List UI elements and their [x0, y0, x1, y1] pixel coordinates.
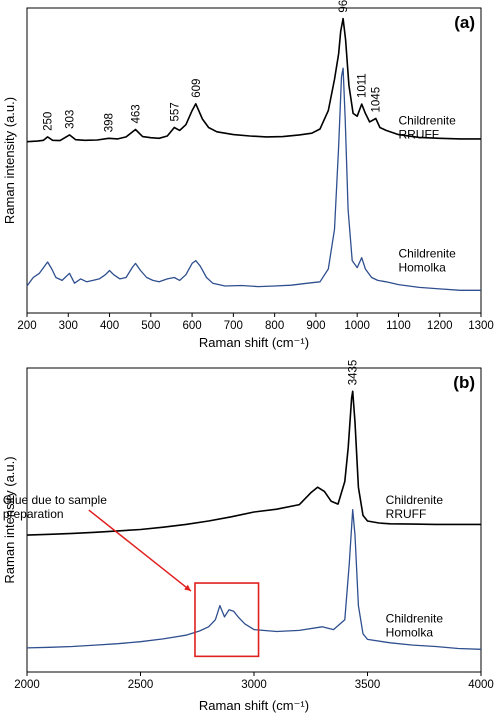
- peak-label: 1045: [371, 87, 383, 113]
- x-tick-label: 900: [306, 320, 325, 332]
- peak-label: 557: [169, 102, 181, 121]
- x-tick-label: 600: [182, 320, 201, 332]
- glue-annotation-line2: preparation: [3, 507, 64, 521]
- series-line-homolka: [26, 67, 481, 291]
- series-label-line2: RRUFF: [398, 128, 439, 142]
- peak-label: 463: [131, 104, 143, 123]
- x-tick-label: 800: [265, 320, 284, 332]
- peak-label: 303: [65, 110, 77, 129]
- peak-label: 250: [43, 112, 55, 131]
- y-axis-label: Raman intensity (a.u.): [2, 456, 17, 583]
- series-line-rruff: [26, 17, 481, 143]
- glue-arrow: [88, 509, 192, 592]
- glue-annotation-line1: Glue due to sample: [3, 493, 107, 507]
- peak-label: 966: [338, 0, 350, 13]
- x-tick-label: 2000: [14, 679, 40, 691]
- peak-label: 1011: [357, 73, 369, 98]
- x-tick-label: 3500: [355, 679, 381, 691]
- x-tick-label: 400: [100, 320, 119, 332]
- x-tick-label: 3000: [241, 679, 267, 691]
- peak-label: 398: [104, 113, 116, 132]
- panel-a-chart: 200 300 400 500 600 700 800 900 1000 1100 1200 1300…: [2, 0, 494, 350]
- x-tick-label: 1300: [468, 320, 494, 332]
- panel-label: (b): [453, 373, 475, 392]
- x-tick-label: 1000: [344, 320, 370, 332]
- x-tick-label: 4000: [468, 679, 494, 691]
- peak-label: 609: [191, 79, 203, 98]
- glue-highlight-box: [194, 582, 260, 658]
- x-tick-label: 500: [141, 320, 160, 332]
- series-line-homolka: [26, 509, 482, 650]
- series-line-rruff: [26, 390, 481, 536]
- x-axis-label: Raman shift (cm⁻¹): [199, 335, 309, 350]
- x-tick-label: 300: [59, 320, 78, 332]
- y-axis-label: Raman intensity (a.u.): [2, 97, 17, 224]
- series-label-line1: Childrenite: [386, 493, 444, 507]
- series-label-line2: Homolka: [398, 261, 446, 275]
- series-label-line1: Childrenite: [398, 247, 456, 261]
- glue-arrow-head: [184, 584, 191, 591]
- peak-label: 3435: [348, 360, 360, 386]
- series-label-line1: Childrenite: [398, 114, 456, 128]
- plot-frame: [26, 7, 482, 314]
- series-label-line2: Homolka: [386, 626, 434, 640]
- x-tick-label: 1200: [427, 320, 453, 332]
- series-label-line1: Childrenite: [386, 612, 444, 626]
- x-axis-label: Raman shift (cm⁻¹): [199, 698, 309, 713]
- x-tick-label: 2500: [128, 679, 154, 691]
- x-tick-label: 1100: [386, 320, 411, 332]
- x-tick-label: 700: [224, 320, 243, 332]
- x-tick-label: 200: [17, 320, 36, 332]
- panel-b-chart: 2000 2500 3000 3500 4000 Raman shift (cm⁻¹) Ra…: [2, 360, 494, 713]
- panel-label: (a): [454, 13, 475, 32]
- series-label-line2: RRUFF: [386, 507, 427, 521]
